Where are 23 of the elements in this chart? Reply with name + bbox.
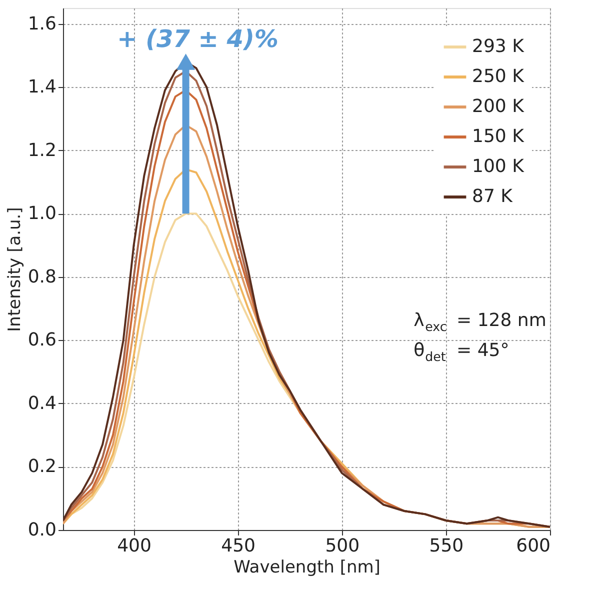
y-axis-title: Intensity [a.u.] xyxy=(4,207,25,332)
y-tick-label: 1.2 xyxy=(28,140,56,161)
legend-label: 100 K xyxy=(472,156,526,177)
y-tick-label: 1.4 xyxy=(28,76,56,98)
annotation: + (37 ± 4)% xyxy=(117,24,278,53)
legend-label: 250 K xyxy=(472,66,526,87)
x-tick-label: 450 xyxy=(221,536,256,556)
y-tick-label: 0.2 xyxy=(28,456,56,478)
y-tick-label: 0.6 xyxy=(28,330,56,351)
legend-label: 87 K xyxy=(472,186,514,207)
y-tick-label: 1.6 xyxy=(28,13,56,34)
y-tick-label: 0.0 xyxy=(28,520,56,540)
y-tick-label: 0.8 xyxy=(28,266,56,288)
y-tick-label: 1.0 xyxy=(28,203,56,224)
legend-label: 200 K xyxy=(472,96,526,117)
legend-label: 150 K xyxy=(472,126,526,147)
x-tick-label: 400 xyxy=(117,536,152,556)
x-axis-title: Wavelength [nm] xyxy=(234,558,380,578)
legend-label: 293 K xyxy=(472,36,526,57)
x-tick-label: 500 xyxy=(325,536,360,556)
x-tick-label: 600 xyxy=(516,536,550,556)
x-tick-label: 550 xyxy=(429,536,464,556)
y-tick-label: 0.4 xyxy=(28,392,56,414)
